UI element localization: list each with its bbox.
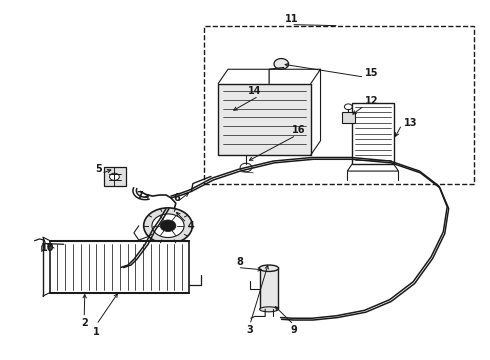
Text: 9: 9 <box>291 325 297 335</box>
Text: 5: 5 <box>96 164 102 174</box>
Text: 2: 2 <box>81 318 88 328</box>
Circle shape <box>344 104 352 110</box>
Bar <box>352 103 393 164</box>
Bar <box>50 241 189 293</box>
Text: 4: 4 <box>188 221 195 231</box>
Text: 6: 6 <box>173 193 180 203</box>
Text: 3: 3 <box>246 325 253 335</box>
Circle shape <box>110 173 119 180</box>
Circle shape <box>152 214 184 238</box>
Bar <box>260 268 278 309</box>
Text: 12: 12 <box>365 96 378 107</box>
Ellipse shape <box>259 265 279 271</box>
Text: 1: 1 <box>93 327 100 337</box>
Bar <box>203 26 474 184</box>
Circle shape <box>144 208 193 244</box>
Circle shape <box>240 163 252 172</box>
Text: 8: 8 <box>237 257 244 267</box>
Ellipse shape <box>260 307 278 312</box>
Circle shape <box>160 220 176 231</box>
Bar <box>104 167 125 186</box>
Circle shape <box>274 59 289 69</box>
Text: 7: 7 <box>137 191 144 201</box>
Text: 16: 16 <box>292 125 305 135</box>
Text: 15: 15 <box>365 68 378 78</box>
Text: 14: 14 <box>248 86 262 96</box>
Text: 11: 11 <box>285 14 298 24</box>
Text: 13: 13 <box>404 118 417 128</box>
Text: 10: 10 <box>41 243 54 253</box>
Bar <box>218 84 311 155</box>
Bar <box>343 112 355 123</box>
